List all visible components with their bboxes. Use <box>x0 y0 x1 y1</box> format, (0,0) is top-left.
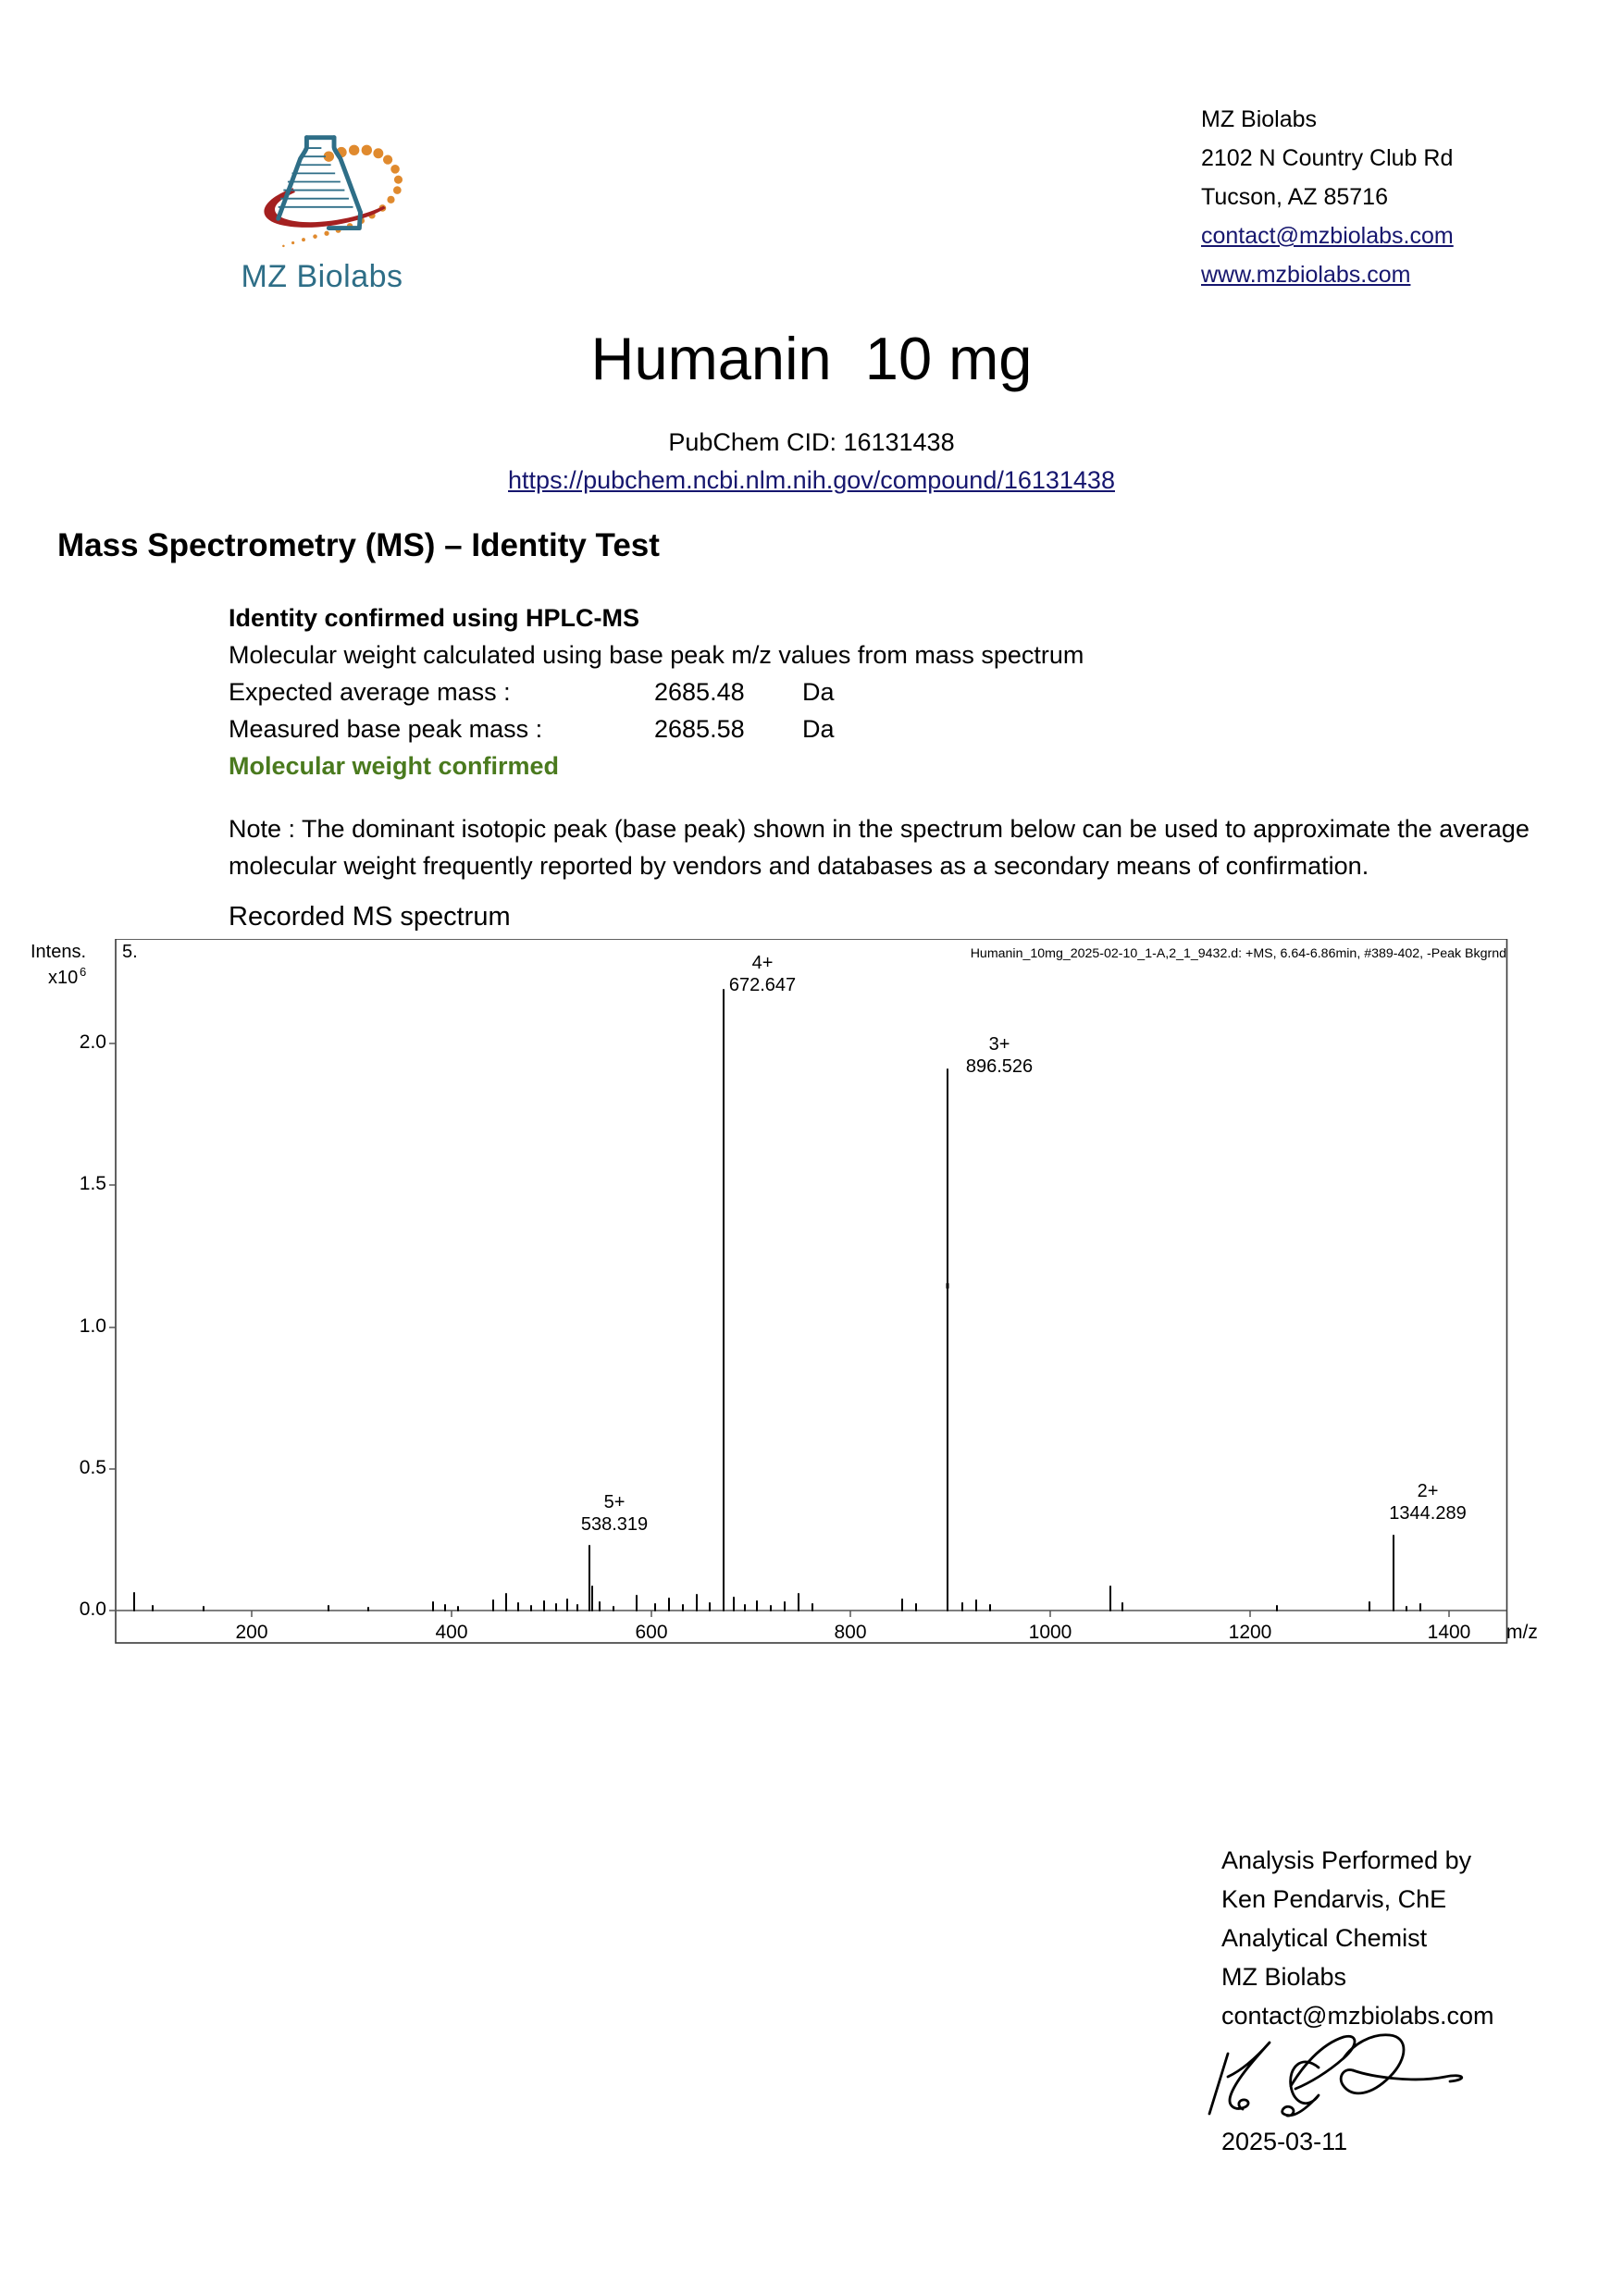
svg-text:672.647: 672.647 <box>729 975 796 995</box>
svg-text:5.: 5. <box>122 942 138 962</box>
svg-text:1344.289: 1344.289 <box>1389 1503 1466 1524</box>
svg-text:800: 800 <box>834 1622 866 1643</box>
svg-text:1.5: 1.5 <box>80 1173 106 1194</box>
svg-text:896.526: 896.526 <box>966 1056 1033 1077</box>
svg-text:Intens.: Intens. <box>31 942 86 962</box>
svg-text:400: 400 <box>435 1622 467 1643</box>
svg-text:1200: 1200 <box>1229 1622 1272 1643</box>
svg-text:x10: x10 <box>48 968 78 988</box>
svg-text:1400: 1400 <box>1428 1622 1471 1643</box>
svg-text:5+: 5+ <box>604 1492 626 1512</box>
svg-text:1.0: 1.0 <box>80 1315 106 1337</box>
svg-text:538.319: 538.319 <box>581 1514 648 1535</box>
svg-text:4+: 4+ <box>752 953 774 973</box>
svg-text:Humanin_10mg_2025-02-10_1-A,2_: Humanin_10mg_2025-02-10_1-A,2_1_9432.d: … <box>971 946 1506 961</box>
svg-text:600: 600 <box>635 1622 667 1643</box>
svg-text:0.5: 0.5 <box>80 1457 106 1478</box>
svg-text:2.0: 2.0 <box>80 1031 106 1053</box>
svg-text:200: 200 <box>235 1622 267 1643</box>
svg-text:6: 6 <box>80 965 86 979</box>
svg-text:1000: 1000 <box>1029 1622 1072 1643</box>
svg-text:0.0: 0.0 <box>80 1599 106 1620</box>
svg-text:3+: 3+ <box>989 1034 1010 1055</box>
svg-text:2+: 2+ <box>1418 1481 1439 1501</box>
svg-text:m/z: m/z <box>1506 1622 1538 1643</box>
